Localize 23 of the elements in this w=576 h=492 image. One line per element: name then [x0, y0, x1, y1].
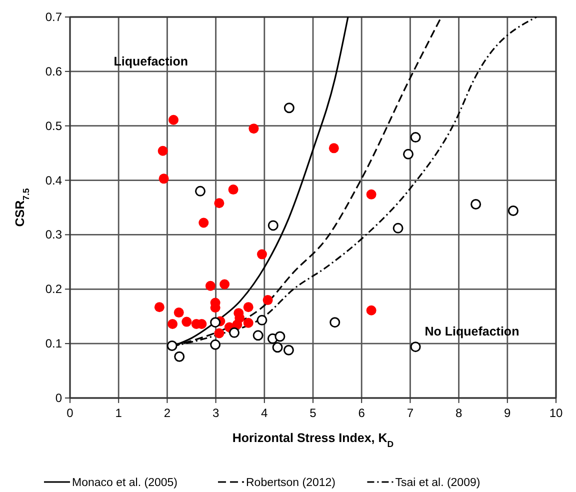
x-tick-label: 2 [164, 406, 171, 420]
y-tick-label: 0.7 [45, 10, 62, 24]
y-tick-label: 0.2 [45, 282, 62, 296]
y-tick-label: 0.6 [45, 64, 62, 78]
x-axis-title: Horizontal Stress Index, K$_{D}$ [232, 431, 394, 449]
x-tick-label: 1 [115, 406, 122, 420]
x-tick-label: 3 [212, 406, 220, 420]
y-tick-label: 0.5 [45, 118, 62, 133]
y-tick-label: 0.4 [45, 173, 62, 188]
x-tick-label: 0 [66, 406, 74, 420]
x-tick-label: 4 [261, 406, 268, 420]
x-tick-label: 5 [310, 406, 317, 420]
x-tick-label: 8 [455, 406, 462, 420]
legend-label: Tsai et al. (2009) [395, 477, 480, 489]
y-tick-label: 0.1 [45, 336, 62, 351]
x-tick-label: 7 [406, 406, 414, 420]
x-tick-label: 6 [358, 406, 366, 420]
x-tick-label: 9 [504, 406, 512, 420]
y-tick-label: 0.3 [45, 228, 62, 242]
x-tick-label: 10 [549, 406, 563, 420]
legend-label: Monaco et al. (2005) [72, 477, 178, 489]
y-tick-label: 0 [55, 391, 62, 405]
legend-label: Robertson (2012) [246, 477, 336, 489]
